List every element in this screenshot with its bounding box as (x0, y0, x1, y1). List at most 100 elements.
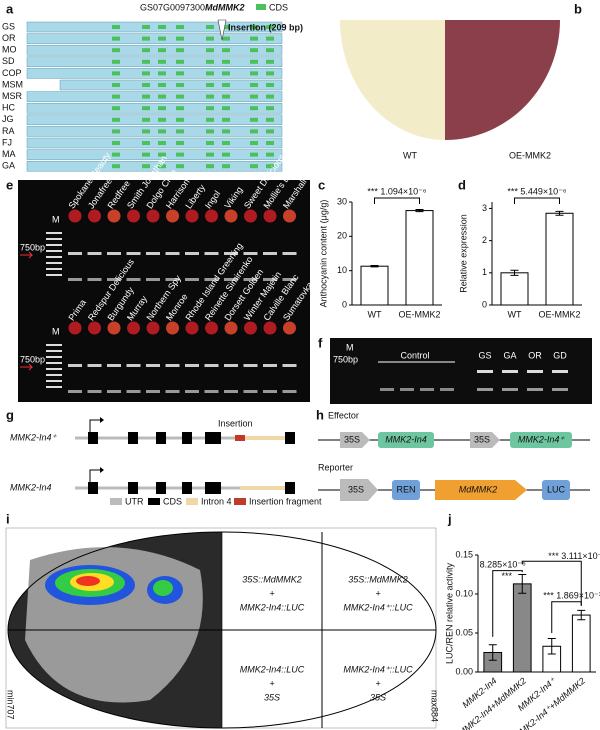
cds-block (206, 83, 214, 87)
ladder-band (46, 250, 62, 252)
row-label: COP (2, 68, 22, 78)
cds-block (112, 71, 120, 76)
cds-block (250, 83, 258, 87)
band (204, 278, 219, 281)
y-tick-label: 20 (337, 231, 347, 241)
legend-text: Insertion fragment (249, 496, 322, 506)
error-bar (547, 637, 556, 655)
legend-text: CDS (269, 2, 288, 12)
band (502, 370, 518, 373)
arrow (20, 363, 34, 371)
cds-block (158, 83, 166, 87)
band (224, 278, 238, 281)
apple (68, 209, 82, 223)
legend-text: CDS (163, 496, 182, 506)
band (204, 252, 219, 255)
cds-block (250, 59, 258, 64)
band (380, 388, 394, 391)
ladder-band (46, 350, 62, 352)
y-tick-label: 0.10 (455, 588, 473, 598)
quadrant-text: 35S (370, 692, 386, 702)
marker-label: M (346, 342, 354, 352)
band (282, 278, 297, 281)
lane-label: GD (553, 350, 567, 360)
band (185, 390, 199, 393)
cds-block (206, 94, 214, 99)
annotation: *** 5.449×10⁻⁶ (507, 186, 567, 196)
cds-block (222, 59, 230, 64)
gel (330, 338, 592, 404)
cds-block (112, 48, 120, 53)
panel-label: h (316, 407, 324, 422)
band (282, 390, 297, 393)
sequence-bar (26, 91, 283, 102)
cds-block (206, 71, 214, 76)
cds-block (142, 48, 150, 53)
ladder-band (46, 386, 62, 388)
band (126, 390, 141, 393)
exon (285, 432, 295, 444)
bar (512, 583, 532, 673)
gene-model (75, 417, 295, 490)
apple (146, 321, 160, 335)
cds-block (142, 94, 150, 99)
cds-block (222, 141, 230, 145)
cds-block (222, 152, 230, 157)
band (263, 252, 277, 255)
cds-block (250, 152, 258, 157)
row-label: MSM (2, 79, 23, 89)
scale-label: max884 (430, 690, 440, 722)
legend-text: Intron 4 (201, 496, 232, 506)
ladder-band (46, 368, 62, 370)
bracket (551, 601, 582, 633)
panel-label: d (458, 177, 466, 192)
ladder-band (46, 244, 62, 246)
bar (500, 272, 529, 306)
quadrant-labels: 35S::MdMMK2+MMK2-In4::LUC35S::MdMMK2+MMK… (240, 574, 413, 702)
apple (166, 321, 179, 335)
cds-block (222, 106, 230, 111)
panel-label: c (318, 177, 325, 192)
bar (571, 614, 591, 673)
row-label: MO (2, 45, 17, 55)
insertion-mark (217, 19, 227, 41)
sequence-bar (26, 102, 283, 114)
bar (360, 265, 389, 306)
apple (263, 321, 277, 335)
band (243, 278, 258, 281)
cds-block (158, 129, 166, 134)
apple (205, 321, 218, 335)
band (243, 252, 258, 255)
cds-block (158, 106, 166, 111)
sequence-bar (26, 137, 283, 149)
cds-block (250, 71, 258, 76)
ladder-band (46, 344, 62, 346)
plate-wt (340, 20, 445, 140)
cds-box (378, 432, 434, 448)
cds-block (112, 106, 120, 111)
band (282, 364, 297, 367)
row-label: HC (2, 103, 15, 113)
promoter-label: 35S (348, 484, 364, 494)
apple (205, 209, 218, 223)
cds-block (112, 94, 120, 99)
band (204, 390, 219, 393)
band (477, 388, 493, 391)
exon (128, 432, 138, 444)
size-label: 750bp (20, 354, 45, 364)
cds-block (158, 59, 166, 64)
band (146, 278, 160, 281)
error-bar (518, 574, 527, 594)
sequence-bar (26, 56, 283, 68)
cds-block (142, 164, 150, 169)
cds-block (142, 152, 150, 157)
legend: UTR CDS Intron 4 Insertion fragment (110, 496, 322, 506)
band (243, 364, 258, 367)
cds-block (176, 152, 184, 157)
cds-block (266, 141, 274, 145)
cds-block (206, 48, 214, 53)
cds-block (158, 152, 166, 157)
panel-label: b (574, 1, 582, 16)
sequence-bar (59, 79, 283, 91)
luminescence (45, 565, 183, 605)
